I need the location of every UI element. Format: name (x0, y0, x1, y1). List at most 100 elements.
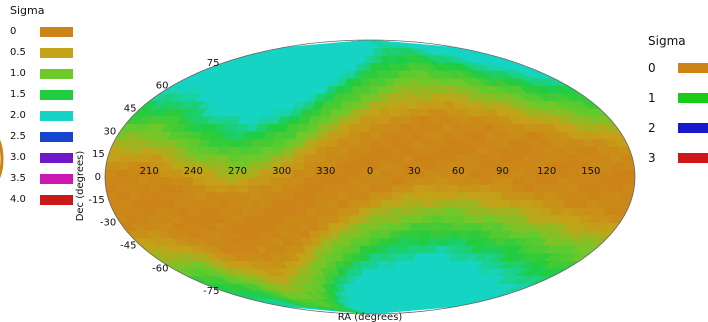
sigma-cell (228, 146, 242, 155)
sigma-cell (295, 131, 308, 140)
sigma-cell (304, 146, 317, 155)
sigma-cell (251, 207, 265, 216)
sigma-cell (325, 184, 338, 193)
sigma-cell (303, 191, 316, 201)
sigma-cell (423, 146, 436, 155)
sigma-cell (274, 131, 288, 140)
sigma-cell (358, 153, 371, 163)
sigma-cell (523, 184, 536, 193)
sigma-cell (281, 184, 294, 193)
sigma-cell (303, 153, 316, 163)
partial-sky-map-edge (0, 128, 24, 194)
sigma-cell (338, 123, 351, 132)
sigma-cell (150, 191, 164, 201)
sigma-cell (115, 176, 128, 185)
sigma-cell (576, 153, 590, 163)
sigma-cell (589, 184, 602, 193)
sigma-cell (402, 184, 415, 193)
sigma-cell (390, 131, 403, 140)
sigma-cell (423, 199, 436, 208)
sigma-cell (359, 230, 371, 239)
sigma-cell (362, 70, 371, 79)
sigma-cell (358, 199, 371, 208)
sigma-cell (194, 153, 208, 163)
sigma-cell (369, 252, 380, 262)
sigma-cell (522, 153, 535, 163)
sigma-cell (601, 176, 614, 185)
sigma-cell (349, 108, 361, 117)
sigma-cell (271, 199, 285, 208)
sigma-cell (466, 199, 480, 208)
sigma-cell (424, 176, 437, 185)
sigma-cell (316, 214, 329, 223)
sigma-cell (556, 184, 569, 193)
sigma-cell (115, 169, 128, 178)
sigma-cell (330, 108, 342, 117)
sigma-cell (350, 100, 362, 109)
sigma-cell (432, 214, 445, 223)
sigma-cell (240, 207, 254, 216)
dec-tick-label: 0 (95, 172, 101, 183)
sigma-legend-left: Sigma 0 0.5 1.0 1.5 2.0 2.5 3.0 3.5 4.0 (10, 4, 73, 210)
sigma-cell (379, 115, 391, 124)
sigma-cell (554, 153, 568, 163)
sigma-legend-right: Sigma 0 1 2 3 (648, 34, 708, 173)
sigma-cell (568, 169, 581, 178)
sigma-cell (545, 184, 558, 193)
sigma-cell (468, 176, 481, 185)
sigma-cell (170, 176, 183, 185)
sigma-cell (390, 214, 403, 223)
sigma-cell (360, 260, 371, 269)
sigma-cell (568, 176, 581, 185)
sigma-cell (622, 184, 635, 193)
sigma-cell (117, 191, 131, 201)
sigma-cell (388, 237, 401, 246)
sigma-cell (270, 176, 283, 185)
sigma-cell (398, 108, 410, 117)
legend-entry: 2.0 (10, 105, 73, 126)
sigma-cell (226, 153, 240, 163)
sigma-cell (446, 176, 459, 185)
sigma-cell (259, 153, 273, 163)
sigma-cell (435, 176, 448, 185)
sigma-cell (347, 176, 360, 185)
sigma-cell (332, 93, 345, 102)
sigma-cell (217, 146, 231, 155)
sigma-cell (378, 100, 390, 109)
sigma-cell (161, 153, 175, 163)
sigma-cell (260, 199, 274, 208)
legend-label: 3.0 (10, 152, 26, 163)
sigma-cell (215, 184, 228, 193)
sigma-cell (479, 161, 492, 170)
sigma-cell (342, 252, 353, 262)
sigma-cell (363, 290, 371, 300)
sigma-cell (348, 222, 361, 231)
sigma-cell (435, 184, 448, 193)
sigma-cell (315, 207, 328, 216)
sigma-cell (193, 184, 206, 193)
sigma-cell (358, 184, 371, 193)
legend-entry: 0 (648, 53, 708, 83)
sigma-cell (363, 54, 371, 64)
sigma-cell (442, 131, 456, 140)
sigma-cell (468, 184, 481, 193)
sigma-cell (600, 161, 613, 170)
sigma-cell (420, 123, 433, 132)
sigma-cell (389, 222, 402, 231)
sigma-cell (410, 222, 423, 231)
sigma-cell (511, 153, 524, 163)
sigma-cell (409, 115, 422, 124)
sigma-cell (369, 153, 382, 163)
sigma-cell (590, 176, 603, 185)
sigma-cell (337, 207, 350, 216)
sigma-cell (369, 267, 379, 277)
sigma-cell (344, 77, 356, 86)
sigma-cell (314, 191, 327, 201)
sigma-cell (294, 207, 307, 216)
sigma-cell (511, 191, 524, 201)
sigma-cell (292, 169, 305, 178)
sigma-cell (347, 161, 360, 170)
sigma-cell (181, 176, 194, 185)
sigma-cell (388, 100, 400, 109)
sigma-cell (261, 207, 275, 216)
